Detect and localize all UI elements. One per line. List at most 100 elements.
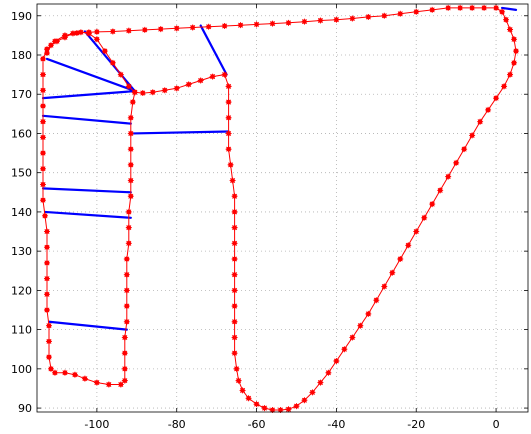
trajectory-point bbox=[325, 369, 332, 376]
blue-segment bbox=[41, 89, 136, 100]
trajectory-point bbox=[365, 13, 372, 20]
trajectory-point bbox=[511, 36, 518, 43]
trajectory-point bbox=[503, 16, 510, 23]
blue-segment bbox=[43, 210, 132, 219]
y-tick-label: 160 bbox=[11, 127, 32, 140]
trajectory-point bbox=[231, 256, 238, 262]
trajectory-point bbox=[485, 106, 492, 113]
trajectory-point bbox=[109, 59, 116, 66]
trajectory-point bbox=[43, 244, 50, 251]
trajectory-line bbox=[42, 7, 517, 411]
trajectory-point bbox=[481, 4, 488, 11]
trajectory-point bbox=[301, 18, 308, 25]
plot-area-border bbox=[36, 3, 529, 413]
trajectory-point bbox=[269, 407, 276, 414]
trajectory-point bbox=[231, 240, 238, 247]
trajectory-point bbox=[501, 83, 508, 90]
trajectory-point bbox=[269, 20, 276, 27]
trajectory-point bbox=[317, 17, 324, 24]
trajectory-point bbox=[221, 71, 228, 78]
trajectory-point bbox=[161, 87, 168, 94]
trajectory-point bbox=[225, 83, 232, 90]
y-tick-label: 90 bbox=[18, 402, 32, 415]
trajectory-point bbox=[123, 271, 130, 278]
blue-segments bbox=[41, 6, 518, 331]
trajectory-point bbox=[231, 350, 238, 357]
trajectory-point bbox=[461, 146, 468, 153]
trajectory-point bbox=[429, 201, 436, 208]
trajectory-point bbox=[397, 10, 404, 17]
trajectory-point bbox=[253, 401, 260, 408]
trajectory-point bbox=[157, 26, 164, 33]
trajectory-point bbox=[125, 27, 132, 34]
trajectory-point bbox=[39, 134, 46, 141]
trajectory-point bbox=[125, 83, 132, 90]
y-tick-label: 170 bbox=[11, 88, 32, 101]
trajectory-point bbox=[405, 242, 412, 249]
trajectory-point bbox=[225, 114, 232, 121]
trajectory-point bbox=[117, 381, 124, 388]
trajectory-point bbox=[149, 89, 156, 96]
trajectory-point bbox=[123, 287, 130, 294]
trajectory-point bbox=[121, 365, 128, 372]
trajectory-point bbox=[349, 15, 356, 22]
trajectory-point bbox=[413, 228, 420, 235]
trajectory-point bbox=[389, 269, 396, 276]
trajectory-point bbox=[131, 89, 138, 96]
y-tick-label: 130 bbox=[11, 245, 32, 258]
trajectory-point bbox=[293, 403, 300, 410]
blue-segment bbox=[199, 24, 228, 76]
trajectory-point bbox=[61, 32, 68, 39]
trajectory-point bbox=[81, 375, 88, 382]
trajectory-point bbox=[105, 381, 112, 388]
trajectory-point bbox=[317, 379, 324, 386]
trajectory-point bbox=[127, 193, 134, 200]
trajectory-point bbox=[333, 358, 340, 364]
trajectory-point bbox=[221, 22, 228, 29]
x-tick-label: -60 bbox=[248, 418, 266, 431]
trajectory-point bbox=[507, 26, 514, 33]
trajectory-point bbox=[373, 297, 380, 304]
trajectory-point bbox=[429, 6, 436, 13]
trajectory-point bbox=[127, 114, 134, 121]
trajectory-point bbox=[39, 181, 46, 188]
trajectory-point bbox=[93, 379, 100, 386]
trajectory-point bbox=[197, 77, 204, 84]
trajectory-point bbox=[245, 395, 252, 402]
trajectory-point bbox=[231, 334, 238, 341]
trajectory-point bbox=[493, 95, 500, 102]
trajectory-point bbox=[333, 16, 340, 23]
trajectory-point bbox=[469, 4, 476, 11]
x-tick-label: 0 bbox=[493, 418, 500, 431]
y-tick-label: 100 bbox=[11, 363, 32, 376]
trajectory-point bbox=[229, 177, 236, 184]
trajectory-point bbox=[285, 19, 292, 26]
trajectory-point bbox=[511, 59, 518, 66]
trajectory-point bbox=[413, 8, 420, 15]
trajectory-point bbox=[47, 365, 54, 372]
trajectory-point bbox=[493, 4, 500, 11]
trajectory-point bbox=[43, 228, 50, 235]
trajectory-point bbox=[51, 38, 58, 45]
trajectory-point bbox=[45, 354, 52, 361]
trajectory-point bbox=[499, 8, 506, 15]
trajectory-point bbox=[51, 369, 58, 376]
trajectory-point bbox=[231, 193, 238, 200]
trajectory-point bbox=[365, 310, 372, 317]
trajectory-point bbox=[231, 271, 238, 278]
trajectory-point bbox=[45, 322, 52, 329]
trajectory-point bbox=[125, 208, 132, 215]
trajectory-point bbox=[109, 28, 116, 35]
trajectory-point bbox=[341, 346, 348, 353]
trajectory-point bbox=[225, 146, 232, 153]
trajectory-point bbox=[123, 318, 130, 325]
trajectory-point bbox=[437, 187, 444, 194]
trajectory-point bbox=[231, 303, 238, 310]
y-tick-label: 110 bbox=[11, 324, 32, 337]
trajectory-point bbox=[127, 146, 134, 153]
trajectory-point bbox=[123, 256, 130, 262]
trajectory-point bbox=[43, 259, 50, 266]
trajectory-point bbox=[141, 26, 148, 33]
trajectory-point bbox=[227, 161, 234, 168]
trajectory-point bbox=[43, 275, 50, 282]
